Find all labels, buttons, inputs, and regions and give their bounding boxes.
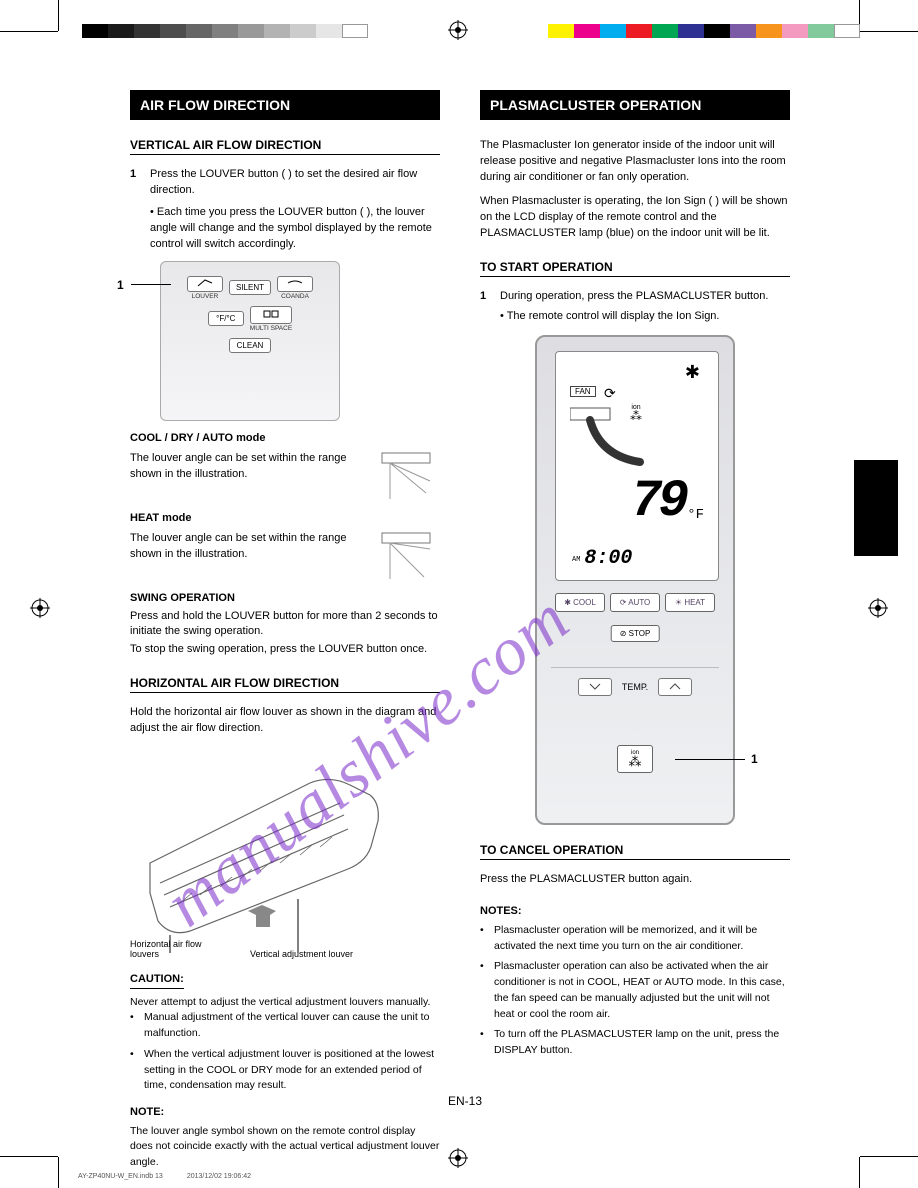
heat-body: The louver angle can be set within the r… — [130, 531, 370, 581]
swing-label: SWING OPERATION — [130, 591, 440, 607]
angle-diagram-icon — [380, 451, 440, 501]
stop-button: ⊘ STOP — [611, 625, 660, 642]
notes-block: NOTES: •Plasmacluster operation will be … — [480, 903, 790, 1059]
multispace-button — [250, 306, 292, 324]
cool-dry-body: The louver angle can be set within the r… — [130, 451, 370, 501]
louver-button — [187, 276, 223, 292]
clock-ampm: AM — [572, 556, 580, 564]
step-text: During operation, press the PLASMACLUSTE… — [500, 289, 768, 305]
color-bar-gray — [82, 24, 368, 38]
clean-button: CLEAN — [229, 338, 271, 353]
coanda-label: COANDA — [277, 293, 313, 300]
temp-value: 79 — [631, 472, 685, 531]
ion-sign-icon: ion ⁂ — [630, 404, 642, 421]
section-horizontal: HORIZONTAL AIR FLOW DIRECTION — [130, 676, 440, 693]
leader-line — [131, 284, 171, 285]
color-bar-color — [548, 24, 860, 38]
step-text: Press the LOUVER button ( ) to set the d… — [150, 167, 440, 199]
louver-label: LOUVER — [187, 293, 223, 300]
whenon-text: When Plasmacluster is operating, the Ion… — [480, 194, 790, 242]
swing-body1: Press and hold the LOUVER button for mor… — [130, 609, 440, 641]
swing-body2: To stop the swing operation, press the L… — [130, 642, 440, 658]
right-step-1: 1 During operation, press the PLASMACLUS… — [480, 289, 790, 325]
horiz-body: Hold the horizontal air flow louver as s… — [130, 705, 440, 737]
unit-illustration: Horizontal air flow louvers Vertical adj… — [130, 743, 390, 953]
remote-big-illustration: ✱ FAN ⟳ ion ⁂ 79 °F — [535, 335, 735, 825]
step-number: 1 — [130, 167, 142, 253]
auto-button: ⟳ AUTO — [610, 593, 660, 612]
caution-body: Never attempt to adjust the vertical adj… — [130, 995, 440, 1011]
temp-label: TEMP. — [622, 682, 648, 692]
leader-line — [675, 759, 745, 760]
notes-head: NOTES: — [480, 903, 790, 920]
registration-mark-icon — [448, 20, 468, 40]
step-1: 1 Press the LOUVER button ( ) to set the… — [130, 167, 440, 253]
section-cancel: TO CANCEL OPERATION — [480, 843, 790, 860]
angle-diagram-icon — [380, 531, 440, 581]
temp-down-button — [578, 678, 612, 696]
step-sub: • The remote control will display the Io… — [500, 309, 768, 325]
multispace-label: MULTI SPACE — [250, 325, 292, 332]
callout-number: 1 — [751, 752, 758, 766]
cool-button: ✱ COOL — [555, 593, 605, 612]
heat-label: HEAT mode — [130, 511, 440, 527]
step-number: 1 — [480, 289, 492, 325]
crop-mark — [860, 1156, 918, 1157]
callout-number: 1 — [117, 278, 124, 292]
silent-button: SILENT — [229, 280, 271, 295]
page-content: AIR FLOW DIRECTION VERTICAL AIR FLOW DIR… — [120, 70, 810, 1110]
intro-text: The Plasmacluster Ion generator inside o… — [480, 138, 790, 186]
step-sub: • Each time you press the LOUVER button … — [150, 205, 440, 253]
unit-label-right: Vertical adjustment louver — [250, 949, 370, 959]
caution-item: •When the vertical adjustment louver is … — [130, 1047, 440, 1094]
caution-block: CAUTION: Never attempt to adjust the ver… — [130, 971, 440, 1094]
coanda-button — [277, 276, 313, 292]
cool-dry-label: COOL / DRY / AUTO mode — [130, 431, 440, 447]
crop-mark — [0, 1156, 58, 1157]
note-item: •Plasmacluster operation will be memoriz… — [480, 923, 790, 955]
header-airflow: AIR FLOW DIRECTION — [130, 90, 440, 120]
note-item: •To turn off the PLASMACLUSTER lamp on t… — [480, 1027, 790, 1059]
note-body: The louver angle symbol shown on the rem… — [130, 1124, 440, 1171]
heat-button: ☀ HEAT — [665, 593, 715, 612]
auto-icon: ⟳ — [604, 385, 616, 402]
plasmacluster-button: ion ⁂ — [617, 745, 653, 773]
section-start: TO START OPERATION — [480, 260, 790, 277]
ion-icon: ⁂ — [629, 756, 642, 767]
fc-button: °F/°C — [208, 311, 244, 326]
fan-label: FAN — [570, 386, 596, 397]
caution-label: CAUTION: — [130, 971, 184, 989]
note-item: •Plasmacluster operation can also be act… — [480, 959, 790, 1022]
crop-mark — [0, 31, 58, 32]
print-date: 2013/12/02 19:06:42 — [187, 1173, 251, 1180]
lcd-display: ✱ FAN ⟳ ion ⁂ 79 °F — [555, 351, 719, 581]
temp-up-button — [658, 678, 692, 696]
caution-item: •Manual adjustment of the vertical louve… — [130, 1010, 440, 1042]
crop-mark — [58, 1157, 59, 1188]
registration-mark-icon — [448, 1148, 468, 1168]
unit-label-left: Horizontal air flow louvers — [130, 939, 220, 959]
temp-unit: °F — [687, 507, 704, 523]
section-vertical: VERTICAL AIR FLOW DIRECTION — [130, 138, 440, 155]
cancel-body: Press the PLASMACLUSTER button again. — [480, 872, 790, 888]
note-block: NOTE: The louver angle symbol shown on t… — [130, 1104, 440, 1171]
column-right: PLASMACLUSTER OPERATION The Plasmacluste… — [480, 90, 790, 1064]
snowflake-icon: ✱ — [685, 362, 700, 383]
crop-mark — [859, 1157, 860, 1188]
crop-mark — [860, 31, 918, 32]
clock-time: 8:00 — [584, 547, 632, 570]
header-plasmacluster: PLASMACLUSTER OPERATION — [480, 90, 790, 120]
registration-mark-icon — [868, 598, 888, 618]
temp-controls: TEMP. — [551, 667, 719, 707]
column-left: AIR FLOW DIRECTION VERTICAL AIR FLOW DIR… — [130, 90, 440, 1171]
page-number: EN-13 — [120, 1094, 810, 1108]
crop-mark — [58, 0, 59, 31]
registration-mark-icon — [30, 598, 50, 618]
page-tab — [854, 460, 898, 556]
remote-small-illustration: 1 LOUVER SILENT COANDA °F/°C MULTI SPACE — [160, 261, 340, 421]
print-file: AY-ZP40NU-W_EN.indb 13 — [78, 1173, 163, 1180]
print-info: AY-ZP40NU-W_EN.indb 13 2013/12/02 19:06:… — [78, 1173, 251, 1180]
